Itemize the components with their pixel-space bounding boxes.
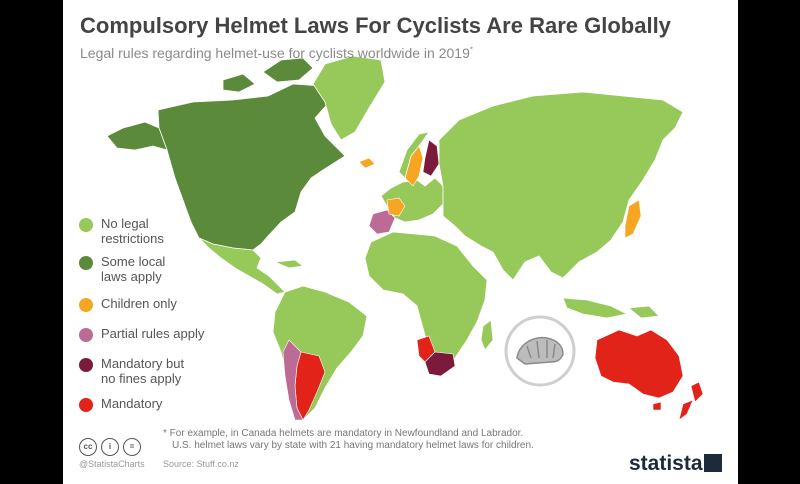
subtitle-footnote-mark: * <box>469 45 473 55</box>
footnote: * For example, in Canada helmets are man… <box>163 428 633 452</box>
legend-label: Some local laws apply <box>101 254 166 284</box>
footnote-line-2: U.S. helmet laws vary by state with 21 h… <box>172 440 534 451</box>
region-north-america <box>157 83 346 251</box>
region-asia <box>438 91 684 281</box>
region-africa <box>364 231 488 367</box>
statista-logo-mark-icon <box>704 454 722 472</box>
legend-swatch <box>79 358 93 372</box>
region-indonesia <box>562 297 629 319</box>
region-finland <box>422 139 440 177</box>
legend-label: Mandatory but no fines apply <box>101 356 185 386</box>
world-map <box>106 55 704 421</box>
legend-label: Partial rules apply <box>101 326 205 341</box>
subtitle-text: Legal rules regarding helmet-use for cyc… <box>80 45 470 61</box>
legend-swatch <box>79 398 93 412</box>
region-iberia <box>368 209 396 235</box>
legend-swatch <box>79 256 93 270</box>
region-iceland <box>358 157 376 169</box>
region-madagascar <box>480 319 494 351</box>
attribution-icon: i <box>101 438 119 456</box>
infographic-card: Compulsory Helmet Laws For Cyclists Are … <box>63 0 738 484</box>
no-derivatives-icon: = <box>123 438 141 456</box>
footnote-line-1: * For example, in Canada helmets are man… <box>163 428 524 439</box>
legend-swatch <box>79 218 93 232</box>
chart-subtitle: Legal rules regarding helmet-use for cyc… <box>80 45 473 61</box>
region-caribbean <box>274 259 305 269</box>
social-handle: @StatistaCharts <box>79 459 145 469</box>
creative-commons-icon: cc <box>79 438 97 456</box>
legend-label: Children only <box>101 296 177 311</box>
region-new-zealand <box>678 381 704 421</box>
region-norway <box>398 131 430 179</box>
legend-swatch <box>79 298 93 312</box>
bicycle-helmet-icon <box>504 315 576 387</box>
region-south-africa <box>424 351 456 377</box>
region-chile <box>282 339 304 421</box>
legend-swatch <box>79 328 93 342</box>
region-arctic-islands-2 <box>222 73 256 93</box>
region-arctic-islands <box>262 57 314 83</box>
legend-label: Mandatory <box>101 396 163 411</box>
region-mexico-central-america <box>198 237 286 295</box>
legend-label: No legal restrictions <box>101 216 164 246</box>
region-greenland <box>312 55 386 141</box>
statista-logo: statista <box>629 452 703 475</box>
region-new-guinea <box>628 305 660 319</box>
region-australia <box>594 329 684 399</box>
region-alaska <box>106 121 168 151</box>
chart-title: Compulsory Helmet Laws For Cyclists Are … <box>80 13 671 38</box>
region-japan <box>624 199 642 239</box>
region-tasmania <box>652 401 662 411</box>
region-france <box>386 197 406 217</box>
source-note: Source: Stuff.co.nz <box>163 459 239 469</box>
